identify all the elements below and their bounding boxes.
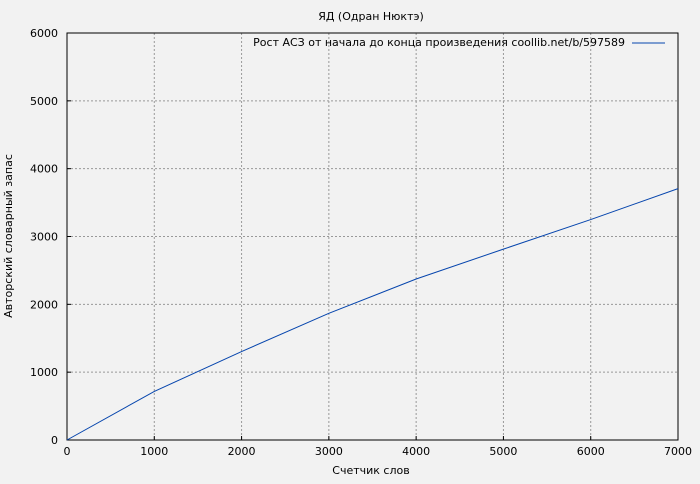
y-tick-label: 0 [51,434,58,447]
grid [67,33,678,440]
chart-title: ЯД (Одран Нюктэ) [318,10,424,23]
y-tick-label: 1000 [30,366,58,379]
series-line [66,188,679,441]
x-tick-label: 3000 [315,445,343,458]
x-tick-label: 2000 [228,445,256,458]
legend-label: Рост АСЗ от начала до конца произведения… [253,36,625,49]
x-tick-label: 7000 [664,445,692,458]
x-tick-label: 0 [64,445,71,458]
y-tick-label: 2000 [30,298,58,311]
x-tick-label: 6000 [577,445,605,458]
x-axis-label: Счетчик слов [332,464,409,477]
legend: Рост АСЗ от начала до конца произведения… [253,36,665,49]
y-tick-label: 4000 [30,163,58,176]
x-tick-label: 4000 [402,445,430,458]
y-axis-label: Авторский словарный запас [2,154,15,318]
x-tick-label: 1000 [140,445,168,458]
plot-border [66,32,679,441]
y-tick-label: 3000 [30,231,58,244]
axis-ticks: 0 1000 2000 3000 4000 5000 6000 7000 0 1000 2000 30… [30,27,692,458]
x-tick-label: 5000 [489,445,517,458]
y-tick-label: 5000 [30,95,58,108]
y-tick-label: 6000 [30,27,58,40]
